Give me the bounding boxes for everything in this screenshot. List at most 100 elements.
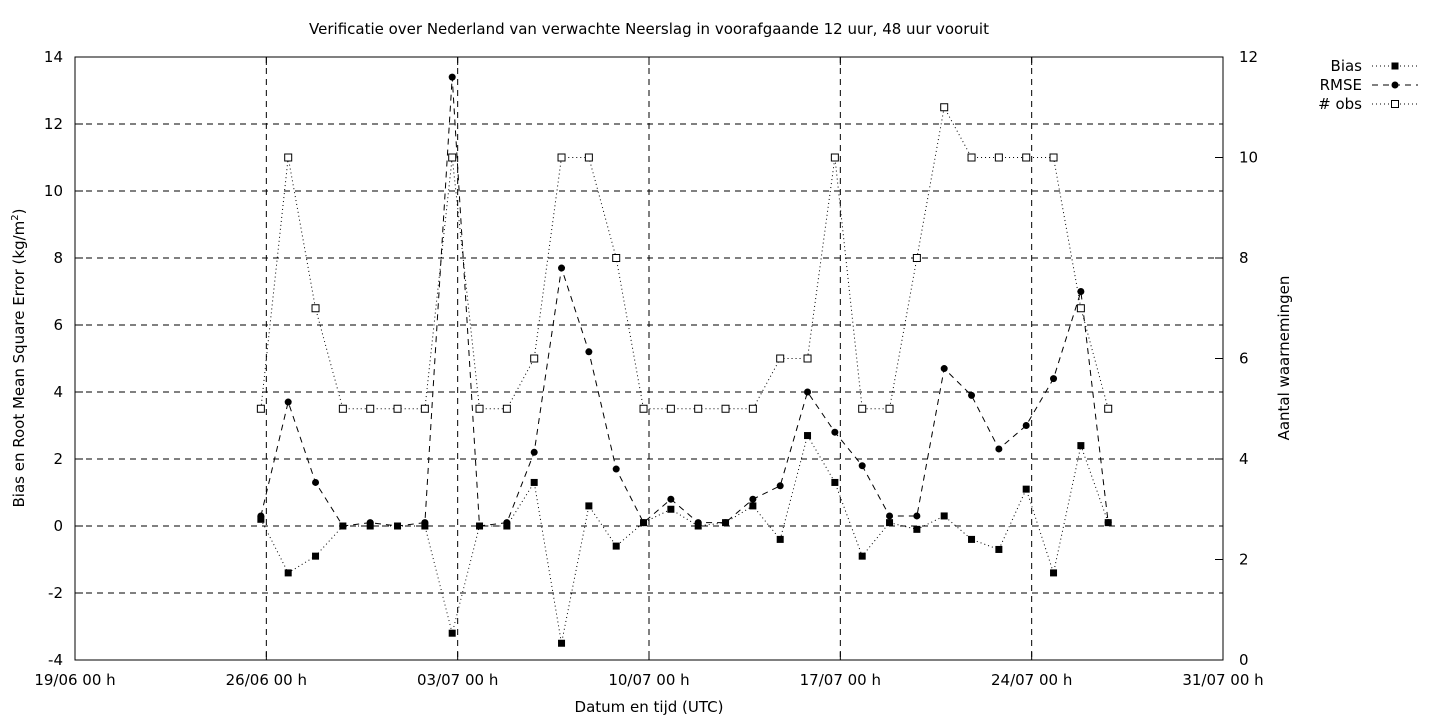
data-point [1022,422,1030,429]
series-line [260,105,1109,410]
data-point [312,552,320,560]
data-point [803,354,812,363]
legend-label: Bias [1331,57,1363,75]
data-point [312,478,320,486]
data-point [1050,375,1058,383]
data-point [885,404,894,413]
series-rmse [257,73,1112,530]
x-tick-label: 17/07 00 h [800,671,881,689]
data-point [912,254,921,262]
data-point [584,153,593,162]
data-series [256,73,1113,647]
data-point [420,404,429,413]
y2-tick-label: 0 [1239,651,1249,669]
superscript: 2 [10,214,21,220]
data-point [530,478,538,486]
data-point [776,482,784,490]
data-point [831,478,839,486]
series-line [260,434,1109,644]
data-point [284,398,292,406]
data-point [339,522,347,530]
y-tick-label: -2 [48,584,63,602]
data-point [666,404,675,413]
data-point [967,153,976,162]
data-point [886,519,894,527]
data-point [858,404,867,413]
chart-title: Verificatie over Nederland van verwachte… [309,20,989,38]
legend-label: RMSE [1320,76,1362,94]
series-line [260,77,1109,527]
y-tick-label: 6 [53,316,63,334]
data-point [776,535,784,543]
data-point [448,73,456,81]
data-point [585,348,593,356]
x-tick-label: 10/07 00 h [608,671,689,689]
legend-marker [1391,62,1399,70]
data-point [1104,404,1113,413]
data-point [940,103,949,112]
data-point [995,445,1003,453]
y-tick-label: -4 [48,651,63,669]
y2-tick-label: 6 [1239,350,1249,368]
y-tick-label: 12 [44,115,63,133]
data-point [338,404,347,413]
data-point [394,522,402,530]
y-tick-label: 14 [44,48,63,66]
data-point [558,264,566,272]
x-tick-label: 03/07 00 h [417,671,498,689]
data-point [557,153,566,162]
data-point [1104,519,1112,527]
x-axis-label: Datum en tijd (UTC) [575,698,724,716]
data-point [722,519,730,527]
x-tick-label: 31/07 00 h [1182,671,1263,689]
data-point [612,542,620,550]
data-point [421,519,429,527]
data-point [858,462,866,470]
data-point [393,404,402,413]
y-tick-label: 2 [53,450,63,468]
legend-marker [1391,100,1399,108]
y-tick-label: 10 [44,182,63,200]
data-point [694,404,703,413]
data-point [1077,442,1085,450]
data-point [804,432,812,440]
data-point [886,512,894,520]
data-point [311,304,320,313]
x-tick-label: 19/06 00 h [34,671,115,689]
x-tick-label: 24/07 00 h [991,671,1072,689]
data-point [1076,304,1085,313]
y2-tick-label: 12 [1239,48,1258,66]
grid-lines [75,57,1223,660]
data-point [257,512,265,520]
data-point [748,404,757,413]
data-point [994,153,1003,162]
axes: -4 -2 0 2 4 6 8 10 12 14 0 2 4 6 8 10 12 19/06 00 h 26/06 … [34,48,1263,689]
data-point [831,428,839,436]
data-point [612,465,620,473]
data-point [667,495,675,503]
data-point [503,519,511,527]
data-point [530,448,538,456]
y2-tick-label: 10 [1239,149,1258,167]
data-point [940,365,948,373]
data-point [913,525,921,533]
data-point [721,404,730,413]
data-point [1050,569,1058,577]
y2-tick-label: 8 [1239,249,1249,267]
data-point [804,388,812,396]
data-point [448,153,457,162]
data-point [749,495,757,503]
series-obs [256,103,1113,413]
data-point [476,522,484,530]
data-point [612,254,621,262]
y-axis-label: Bias en Root Mean Square Error (kg/m2) [10,209,28,508]
data-point [284,153,293,162]
data-point [858,552,866,560]
data-point [1049,153,1058,162]
data-point [256,404,265,413]
data-point [585,502,593,510]
data-point [1022,485,1030,493]
y-tick-label: 0 [53,517,63,535]
